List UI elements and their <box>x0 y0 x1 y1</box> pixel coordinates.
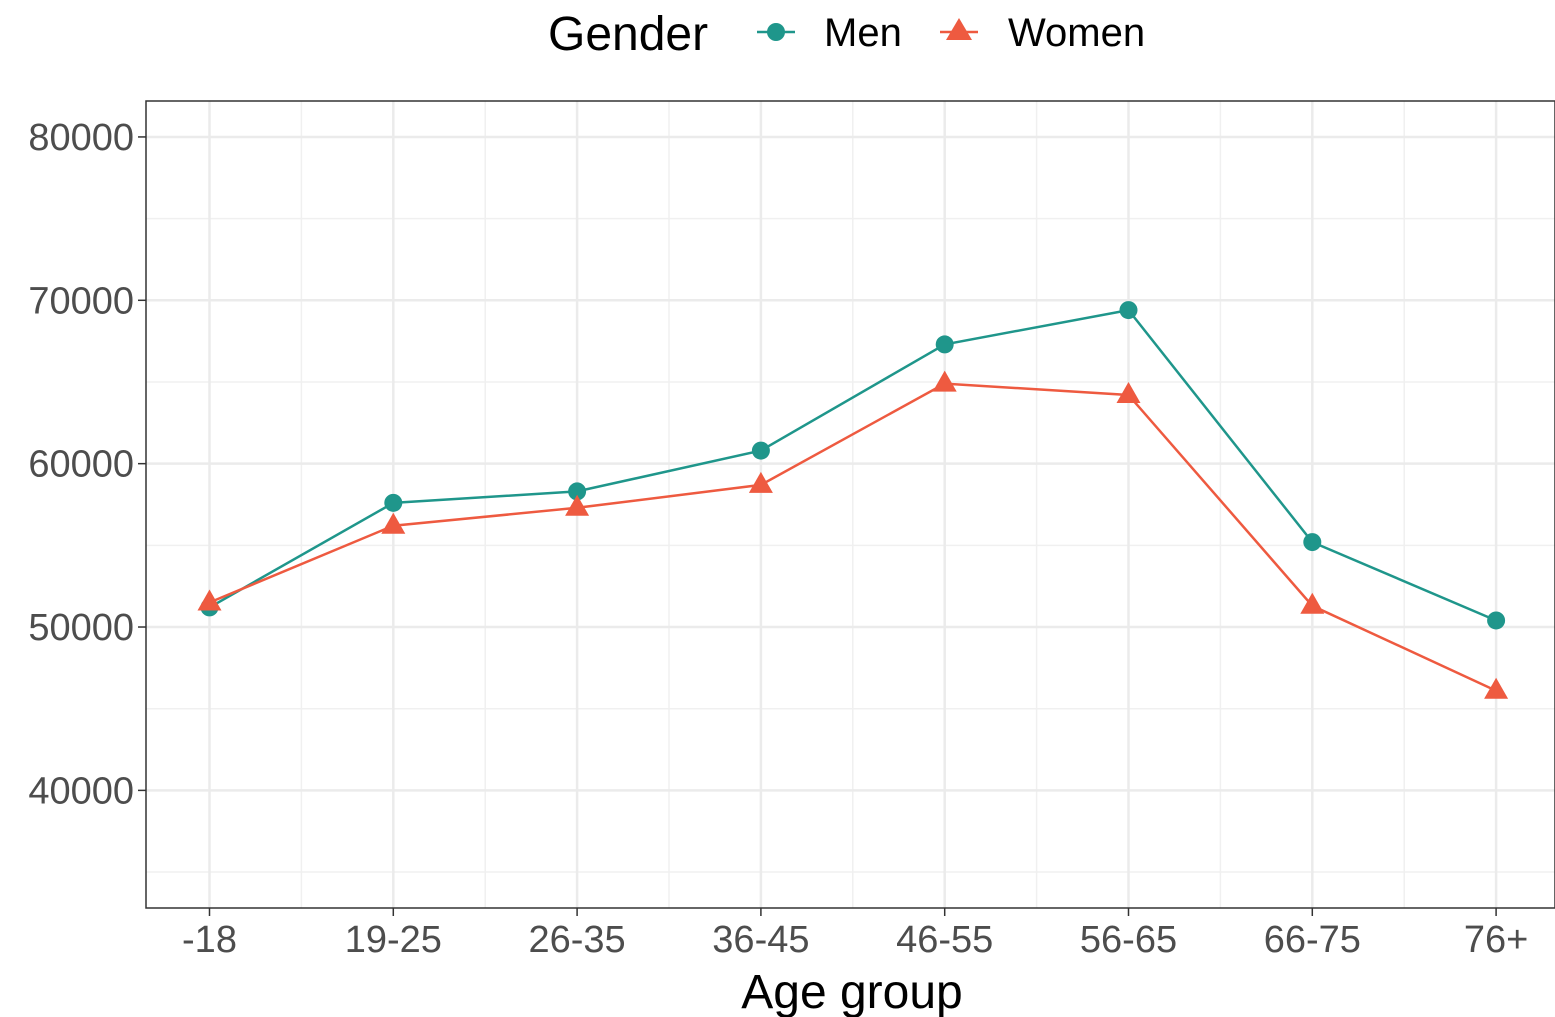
point-women <box>197 589 222 611</box>
legend-label-men: Men <box>824 11 902 55</box>
x-tick-label: 26-35 <box>528 919 625 961</box>
y-tick-label: 70000 <box>28 280 134 322</box>
x-tick-label: 36-45 <box>712 919 809 961</box>
panel-border <box>145 100 1555 909</box>
legend-label-women: Women <box>1008 11 1145 55</box>
x-tick-label: -18 <box>182 919 237 961</box>
point-men <box>1487 611 1506 630</box>
series-line-men <box>208 308 1497 622</box>
point-men <box>751 441 770 460</box>
series-line-women <box>209 382 1497 692</box>
panel-background <box>146 101 1555 908</box>
y-tick-label: 60000 <box>28 444 134 486</box>
x-tick-label: 56-65 <box>1080 919 1177 961</box>
grid-minor <box>146 101 1555 908</box>
legend-item-women: Women <box>940 11 1145 55</box>
x-tick-label: 19-25 <box>345 919 442 961</box>
y-tick-label: 40000 <box>28 770 134 812</box>
legend-item-men: Men <box>757 11 902 55</box>
y-axis: 40000 50000 60000 70000 80000 <box>28 117 146 812</box>
point-men <box>384 493 403 512</box>
point-men <box>568 482 587 501</box>
point-men <box>935 335 954 354</box>
x-tick-label: 76+ <box>1464 919 1528 961</box>
point-men <box>1303 533 1322 552</box>
x-tick-label: 66-75 <box>1264 919 1361 961</box>
point-women <box>1484 677 1509 699</box>
legend-marker-men <box>767 23 785 41</box>
y-tick-label: 50000 <box>28 607 134 649</box>
y-tick-label: 80000 <box>28 117 134 159</box>
plot-panel <box>145 100 1555 909</box>
x-axis-title: Age group <box>741 966 963 1017</box>
series-layer <box>197 301 1509 699</box>
point-men <box>1119 301 1138 320</box>
legend: Gender Men Women <box>548 8 1145 61</box>
legend-marker-women <box>946 18 972 40</box>
point-women <box>748 471 773 493</box>
x-axis: -18 19-25 26-35 36-45 46-55 56-65 66-75 76+ <box>182 908 1528 961</box>
point-women <box>932 370 957 392</box>
point-women <box>381 512 406 534</box>
point-women <box>1300 592 1325 614</box>
legend-title: Gender <box>548 8 708 61</box>
point-women <box>565 494 590 516</box>
x-tick-label: 46-55 <box>896 919 993 961</box>
point-women <box>1116 382 1141 403</box>
